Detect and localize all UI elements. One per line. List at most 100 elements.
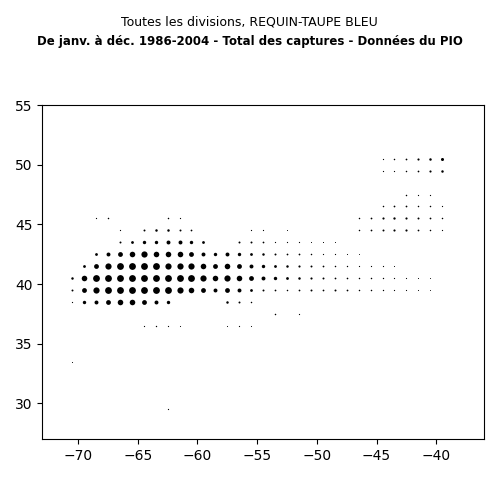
Point xyxy=(331,250,339,258)
Point xyxy=(176,262,184,270)
Point xyxy=(200,238,208,246)
Point xyxy=(426,191,434,199)
Point xyxy=(164,405,172,413)
Point xyxy=(235,286,243,294)
Point xyxy=(140,238,148,246)
Point xyxy=(247,238,255,246)
Point xyxy=(402,203,410,211)
Point xyxy=(355,214,363,222)
Point xyxy=(92,214,100,222)
Point xyxy=(283,286,291,294)
Point xyxy=(80,262,88,270)
Point xyxy=(164,250,172,258)
Point xyxy=(188,238,196,246)
Point xyxy=(379,203,387,211)
Point xyxy=(223,262,231,270)
Point xyxy=(319,250,327,258)
Point xyxy=(283,238,291,246)
Point xyxy=(68,274,76,282)
Point xyxy=(128,274,136,282)
Point xyxy=(295,262,303,270)
Point xyxy=(176,286,184,294)
Point xyxy=(223,286,231,294)
Point xyxy=(212,274,220,282)
Point xyxy=(92,250,100,258)
Point xyxy=(283,274,291,282)
Point xyxy=(164,214,172,222)
Point xyxy=(247,262,255,270)
Point xyxy=(283,262,291,270)
Point xyxy=(379,167,387,175)
Point xyxy=(295,250,303,258)
Point xyxy=(426,214,434,222)
Point xyxy=(319,238,327,246)
Point xyxy=(331,274,339,282)
Point xyxy=(68,286,76,294)
Point xyxy=(438,155,446,163)
Point xyxy=(247,286,255,294)
Point xyxy=(92,274,100,282)
Point xyxy=(128,286,136,294)
Point xyxy=(355,286,363,294)
Point xyxy=(200,262,208,270)
Point xyxy=(176,250,184,258)
Point xyxy=(390,274,398,282)
Point xyxy=(212,262,220,270)
Point xyxy=(164,262,172,270)
Point xyxy=(104,274,112,282)
Point xyxy=(295,274,303,282)
Point xyxy=(343,262,351,270)
Point xyxy=(104,286,112,294)
Point xyxy=(426,274,434,282)
Point xyxy=(331,286,339,294)
Point xyxy=(200,250,208,258)
Point xyxy=(235,322,243,330)
Point xyxy=(343,274,351,282)
Point xyxy=(152,322,160,330)
Point xyxy=(402,226,410,234)
Point xyxy=(426,226,434,234)
Point xyxy=(92,298,100,306)
Point xyxy=(402,155,410,163)
Point xyxy=(164,226,172,234)
Point xyxy=(331,238,339,246)
Point xyxy=(307,262,315,270)
Point xyxy=(188,262,196,270)
Point xyxy=(367,286,375,294)
Point xyxy=(438,203,446,211)
Point xyxy=(247,322,255,330)
Point xyxy=(414,214,422,222)
Point xyxy=(390,262,398,270)
Point xyxy=(80,274,88,282)
Point xyxy=(343,286,351,294)
Point xyxy=(367,226,375,234)
Point xyxy=(271,310,279,318)
Point xyxy=(80,298,88,306)
Point xyxy=(223,298,231,306)
Point xyxy=(223,250,231,258)
Point xyxy=(80,286,88,294)
Point xyxy=(390,155,398,163)
Point xyxy=(283,250,291,258)
Point xyxy=(438,226,446,234)
Point xyxy=(367,262,375,270)
Point xyxy=(307,274,315,282)
Point xyxy=(212,286,220,294)
Point xyxy=(200,286,208,294)
Point xyxy=(355,274,363,282)
Point xyxy=(247,298,255,306)
Point xyxy=(223,274,231,282)
Point xyxy=(188,274,196,282)
Point xyxy=(426,286,434,294)
Point xyxy=(271,274,279,282)
Point xyxy=(235,298,243,306)
Point xyxy=(259,238,267,246)
Point xyxy=(164,274,172,282)
Point xyxy=(235,274,243,282)
Point xyxy=(152,238,160,246)
Point xyxy=(188,286,196,294)
Point xyxy=(176,214,184,222)
Point xyxy=(379,262,387,270)
Point xyxy=(295,310,303,318)
Point xyxy=(379,214,387,222)
